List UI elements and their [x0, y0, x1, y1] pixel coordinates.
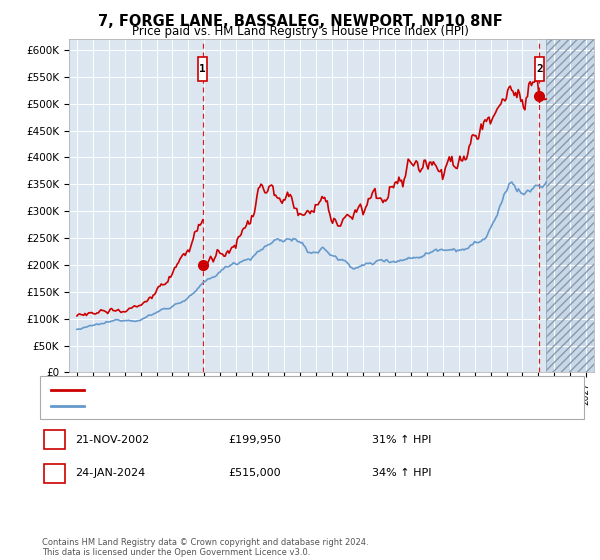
Text: 24-JAN-2024: 24-JAN-2024	[75, 468, 145, 478]
Text: 7, FORGE LANE, BASSALEG, NEWPORT, NP10 8NF: 7, FORGE LANE, BASSALEG, NEWPORT, NP10 8…	[98, 14, 502, 29]
Text: HPI: Average price, detached house, Newport: HPI: Average price, detached house, Newp…	[90, 401, 327, 411]
Text: £515,000: £515,000	[228, 468, 281, 478]
Text: 2: 2	[51, 468, 58, 478]
Text: 31% ↑ HPI: 31% ↑ HPI	[372, 435, 431, 445]
Text: 1: 1	[199, 64, 206, 74]
Text: £199,950: £199,950	[228, 435, 281, 445]
Text: Price paid vs. HM Land Registry's House Price Index (HPI): Price paid vs. HM Land Registry's House …	[131, 25, 469, 38]
Text: 2: 2	[536, 64, 543, 74]
Text: Contains HM Land Registry data © Crown copyright and database right 2024.
This d: Contains HM Land Registry data © Crown c…	[42, 538, 368, 557]
FancyBboxPatch shape	[535, 57, 544, 81]
Text: 7, FORGE LANE, BASSALEG, NEWPORT, NP10 8NF (detached house): 7, FORGE LANE, BASSALEG, NEWPORT, NP10 8…	[90, 385, 442, 395]
Bar	[546, 39, 594, 372]
Bar	[546, 39, 594, 372]
Text: 34% ↑ HPI: 34% ↑ HPI	[372, 468, 431, 478]
FancyBboxPatch shape	[198, 57, 207, 81]
Text: 21-NOV-2002: 21-NOV-2002	[75, 435, 149, 445]
Text: 1: 1	[51, 435, 58, 445]
